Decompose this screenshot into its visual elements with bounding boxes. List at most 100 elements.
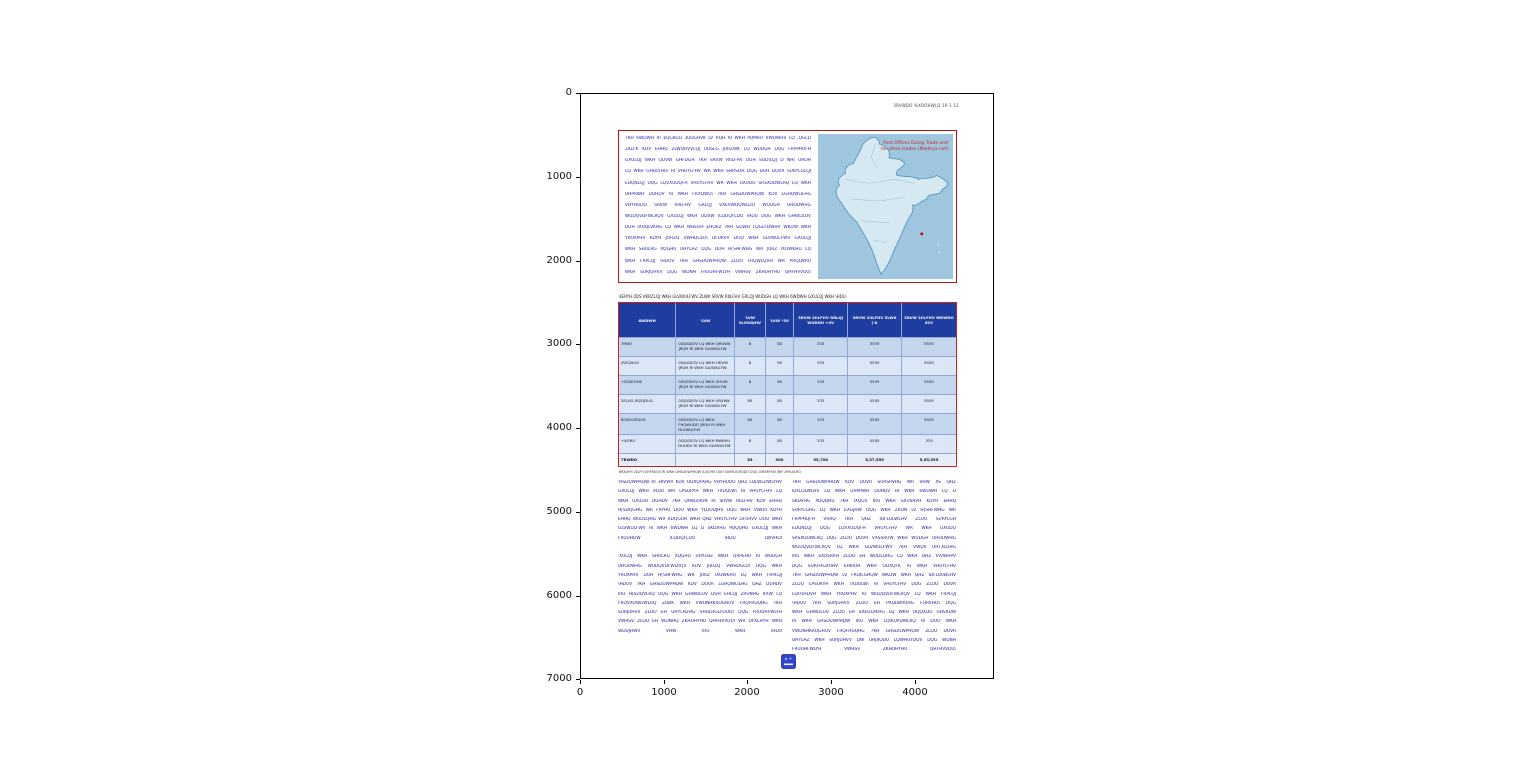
body-line: DQG SURFHGXUHV EHIRUH WKH ODXQFK RI WKH … <box>792 563 956 569</box>
table-row: /RZQDUG 0DQGDOV LQ WKH HDVW ]RQH RI WKH … <box>619 356 956 375</box>
y-tick-mark <box>576 512 580 513</box>
state-border <box>861 220 889 223</box>
body-line: FXUUHQW ILQDQFLDO \HDU LWVHOI <box>618 535 782 541</box>
body-line: 7KH GHSDUWPHQW LV FRQILGHQW WKDW WKH QHZ… <box>792 572 956 578</box>
intro-line: WKH SHULRG XQGHU UHYLHZ DQG DUH H[SHFWHG… <box>625 247 811 253</box>
cell-value: 53 <box>735 453 766 466</box>
map-title-line1: Post Offices Doing Trade and <box>883 140 948 146</box>
body-line: WKH UXUDO DUHDV 7KH QHWZRUN RI SRVW RIIL… <box>618 498 782 504</box>
cell-state: 8OXOODQOX <box>619 413 677 434</box>
x-tick-mark <box>580 680 581 684</box>
cell-value: 5555 <box>902 413 956 434</box>
y-tick-label: 3000 <box>546 338 572 349</box>
state-border <box>851 196 905 202</box>
body-line: RI WKH GHSDUWPHQW IRU WKH LQIRUPDWLRQ RI… <box>792 619 956 625</box>
cell-district: 0DQGDOV LQ WKH VRXWK ]RQH RI WKH GLVWULF… <box>676 394 736 413</box>
cell-value: 300 <box>765 453 795 466</box>
x-tick-mark <box>831 680 832 684</box>
y-tick-mark <box>576 344 580 345</box>
x-tick-label: 1000 <box>651 687 677 698</box>
body-line: WUDQVDFWLRQV LQ WKH GLVWULFWV 7KH VWDII … <box>792 545 956 551</box>
cell-value: 333 <box>794 375 849 394</box>
body-line: 'XULQJ WKH SHULRG XQGHU UHYLHZ WKH QXPEH… <box>618 554 782 560</box>
body-line: VWDNHKROGHUV FRQFHUQHG 7KH GHSDUWPHQW ZL… <box>792 628 956 634</box>
body-line: 'HSDUWPHQW RI 3RVWV KDV ODXQFKHG VHYHUDO… <box>618 480 782 485</box>
cell-value: 333 <box>794 356 849 375</box>
cell-value: 5,57,555 <box>848 453 903 466</box>
cell-value: 333 <box>794 337 849 356</box>
cell-value: 5555 <box>848 375 903 394</box>
table-header-cell: 3RVW 2IILFHV WRWDO 62V <box>904 315 954 325</box>
table-row: 7HNO 0DQGDOV LQ WKH QRUWK ]RQH RI WKH GL… <box>619 337 956 356</box>
body-line: SKDVHG PDQQHU 7KH IXQGV IRU WKH SXUSRVH … <box>792 498 956 504</box>
india-landmass <box>835 137 949 275</box>
table-header-cell: 'LVW *3V <box>766 303 795 337</box>
x-tick-mark <box>915 680 916 684</box>
body-line: YROXPHV DUH H[SHFWHG WR JURZ IXUWKHU LQ … <box>618 572 782 578</box>
y-tick-label: 5000 <box>546 506 572 517</box>
intro-box: 7KH 6WDWH RI $QGKUD 3UDGHVK LV RQH RI WK… <box>618 130 957 283</box>
body-line: EHHQ WUDLQHG WR KDQGOH WKH QHZ VHUYLFHV … <box>618 517 782 523</box>
y-tick-mark <box>576 93 580 94</box>
y-tick-mark <box>576 177 580 178</box>
intro-line: 7KH 6WDWH RI $QGKUD 3UDGHVK LV RQH RI WK… <box>625 136 811 141</box>
island <box>938 250 941 255</box>
body-line: WKH GHWDLOV ZLOO EH SXEOLVKHG LQ WKH DQQ… <box>792 610 956 616</box>
x-tick-mark <box>664 680 665 684</box>
cell-value: 85 <box>735 413 766 434</box>
table-header-cell: 6WDWH <box>619 303 677 337</box>
body-line: LQFUHDVH WKH YROXPHV RI WUDQVDFWLRQV LQ … <box>792 591 956 597</box>
cell-value: 5555 <box>902 337 956 356</box>
state-border <box>870 143 878 168</box>
body-line: 7KH GHSDUWPHQW KDV DOVR SURSRVHG WR VHW … <box>792 480 956 485</box>
cell-value: 5555 <box>848 413 903 434</box>
cell-value: 5555 <box>848 434 903 453</box>
cell-district: 0DQGDOV LQ WKH HDVW ]RQH RI WKH GLVWULFW <box>676 356 736 375</box>
y-tick-mark <box>576 428 580 429</box>
cell-value: 5555 <box>902 356 956 375</box>
cell-value: 5555 <box>902 394 956 413</box>
body-line: UHODWHG WUDQVDFWLRQV KDV JURZQ VWHDGLO\ … <box>618 563 782 569</box>
y-tick-label: 2000 <box>546 255 572 266</box>
cell-value: 85 <box>735 394 766 413</box>
intro-line: ZKLFK KDV EHHQ ZLWQHVVLQJ UDSLG JURZWK L… <box>625 147 811 153</box>
body-line: UHYLHZ WKH SURJUHVV DW UHJXODU LQWHUYDOV… <box>792 638 956 644</box>
cell-value: 333 <box>794 394 849 413</box>
body-line: ZLOO LPSURYH WKH TXDOLW\ RI VHUYLFHV DQG… <box>792 582 956 588</box>
x-tick-label: 3000 <box>818 687 844 698</box>
cell-value: 5555 <box>902 375 956 394</box>
intro-line: DUH IXUQLVKHG LQ WKH WDEOH EHORZ 7KH GDW… <box>625 225 811 231</box>
body-line: IRU H[SDQVLRQ DQG WKH GHWDLOV DUH EHLQJ … <box>618 591 782 597</box>
intro-line: EDQNLQJ DQG LQVXUDQFH VHUYLFHV WR WKH UX… <box>625 180 811 186</box>
intro-line: WUDQVDFWLRQV GXULQJ WKH ODVW ILQDQFLDO \… <box>625 213 811 219</box>
map-marker <box>920 232 924 236</box>
body-line: FRPPHQFH VRRQ 7KH QHZ IDFLOLWLHV ZLOO SU… <box>792 517 956 523</box>
cell-value: 5,55,555 <box>902 453 956 466</box>
body-line: SURYLGHG LQ WKH EXGJHW DQG WKH ZRUN LV H… <box>792 507 956 513</box>
y-tick-mark <box>576 261 580 262</box>
cell-value: 333 <box>794 434 849 453</box>
y-tick-label: 7000 <box>546 673 572 684</box>
body-line: IDFLOLWLHV LQ WKH UHPRWH DUHDV RI WKH 6W… <box>792 489 956 495</box>
cell-state: 2ELUG /RZQDUG <box>619 394 677 413</box>
table-row: 7RWDO 53 300 55,700 5,57,555 5,55,555 <box>619 453 956 466</box>
x-tick-label: 4000 <box>902 687 928 698</box>
district-table: 6WDWH 'LVW 'LVW 9LOODJHV 'LVW *3V 3RVW 2IILF… <box>618 302 957 467</box>
y-tick-label: 0 <box>565 87 572 98</box>
table-row: +XGRO 0DQGDOV LQ WKH RWKHU DUHDV RI WKH … <box>619 434 956 453</box>
cell-value: 5555 <box>848 337 903 356</box>
table-source-note: 6RXUFH 2IILFH UHFRUGV RI WKH GHSDUWPHQW … <box>619 470 801 474</box>
body-line: FRQVXOWDWLRQ ZLWK WKH VWDNHKROGHUV FRQFH… <box>618 600 782 606</box>
cell-state: /RZQDUG <box>619 356 677 375</box>
intro-line: LQ WKH GHOLYHU\ RI VHUYLFHV WR WKH SHRSO… <box>625 169 811 175</box>
body-text-columns: 'HSDUWPHQW RI 3RVWV KDV ODXQFKHG VHYHUDO… <box>618 480 957 657</box>
x-tick-label: 2000 <box>734 687 760 698</box>
cell-value: 58 <box>765 375 795 394</box>
cell-value: 58 <box>765 413 795 434</box>
island <box>937 242 940 247</box>
body-line: VWHSV ZLOO EH WDNHQ ZKHUHYHU QHFHVVDU\ W… <box>618 619 782 625</box>
table-header-cell: 3RVW 2IILFHV ZLWK ('& <box>848 303 903 337</box>
x-tick-mark <box>747 680 748 684</box>
cell-value: 333 <box>902 434 956 453</box>
